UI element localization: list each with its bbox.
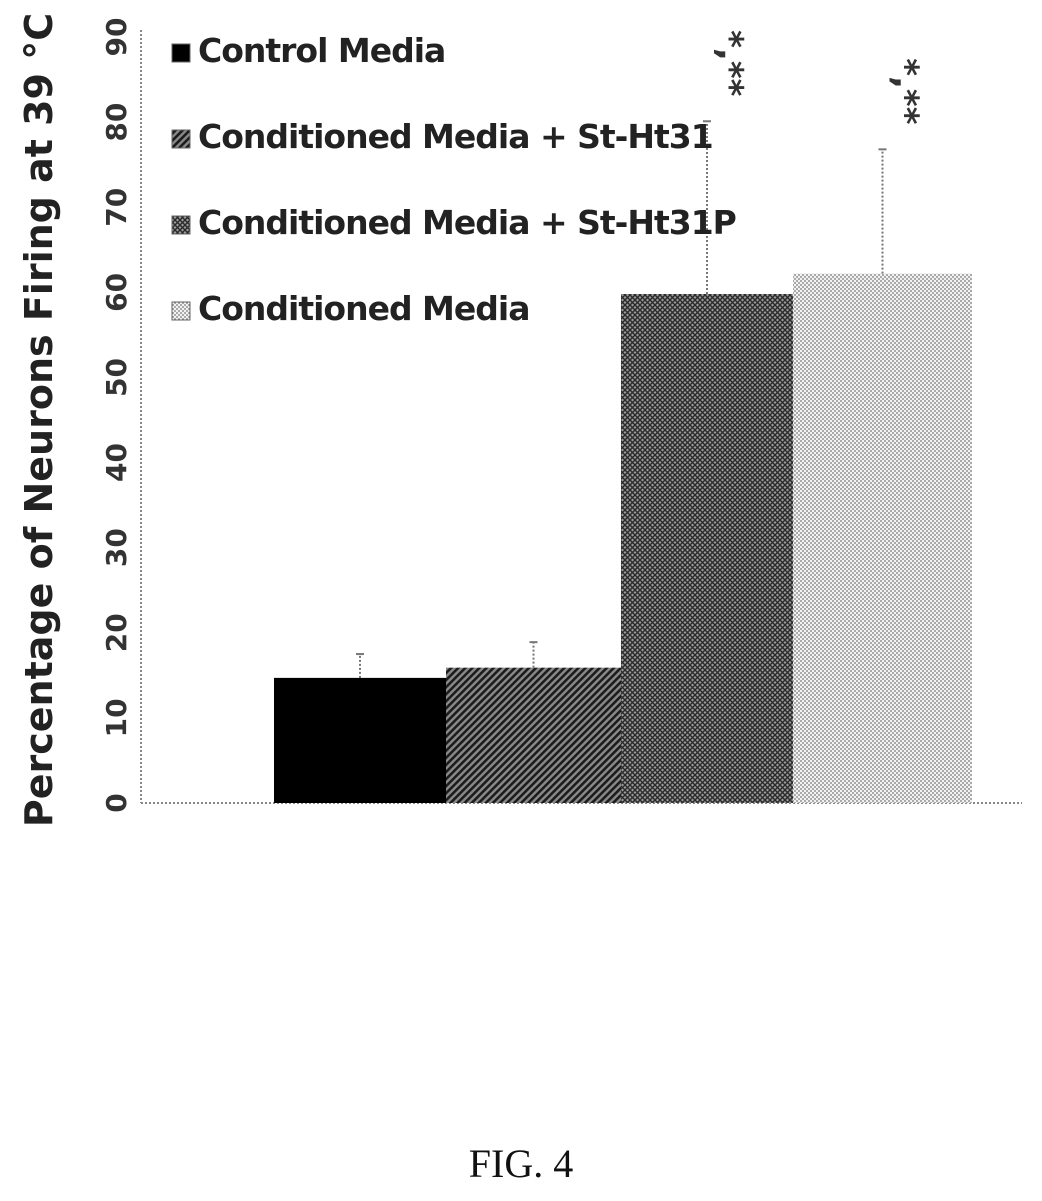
significance-mark: *,** [886, 58, 926, 124]
y-axis-label: Percentage of Neurons Firing at 39 °C [17, 13, 61, 827]
y-tick-label: 90 [100, 18, 133, 57]
legend-swatch [171, 301, 191, 321]
legend-swatch [171, 215, 191, 235]
y-tick-label: 30 [100, 528, 133, 567]
legend-swatch [171, 43, 191, 63]
legend-swatch [171, 129, 191, 149]
legend-label: Conditioned Media + St-Ht31P [198, 203, 736, 242]
bar [621, 294, 793, 803]
significance-marks: *,** *,** [710, 30, 926, 125]
y-tick-label: 80 [100, 103, 133, 142]
figure-caption: FIG. 4 [468, 1141, 574, 1186]
bar [793, 273, 972, 803]
legend-label: Conditioned Media + St-Ht31 [198, 117, 713, 156]
bars [274, 273, 972, 803]
legend-label: Control Media [198, 31, 445, 70]
legend: Control Media Conditioned Media + St-Ht31… [171, 31, 737, 328]
significance-mark: *,** [710, 30, 750, 96]
y-tick-label: 70 [100, 188, 133, 227]
y-tick-label: 60 [100, 273, 133, 312]
y-tick-labels: 0 10 20 30 40 50 60 70 80 90 [100, 18, 133, 813]
legend-label: Conditioned Media [198, 289, 529, 328]
y-tick-label: 50 [100, 358, 133, 397]
y-tick-label: 40 [100, 443, 133, 482]
y-tick-label: 10 [100, 698, 133, 737]
bar [446, 667, 621, 803]
y-tick-label: 20 [100, 613, 133, 652]
bar [274, 677, 446, 803]
y-tick-label: 0 [100, 793, 133, 812]
error-bars [356, 120, 887, 678]
